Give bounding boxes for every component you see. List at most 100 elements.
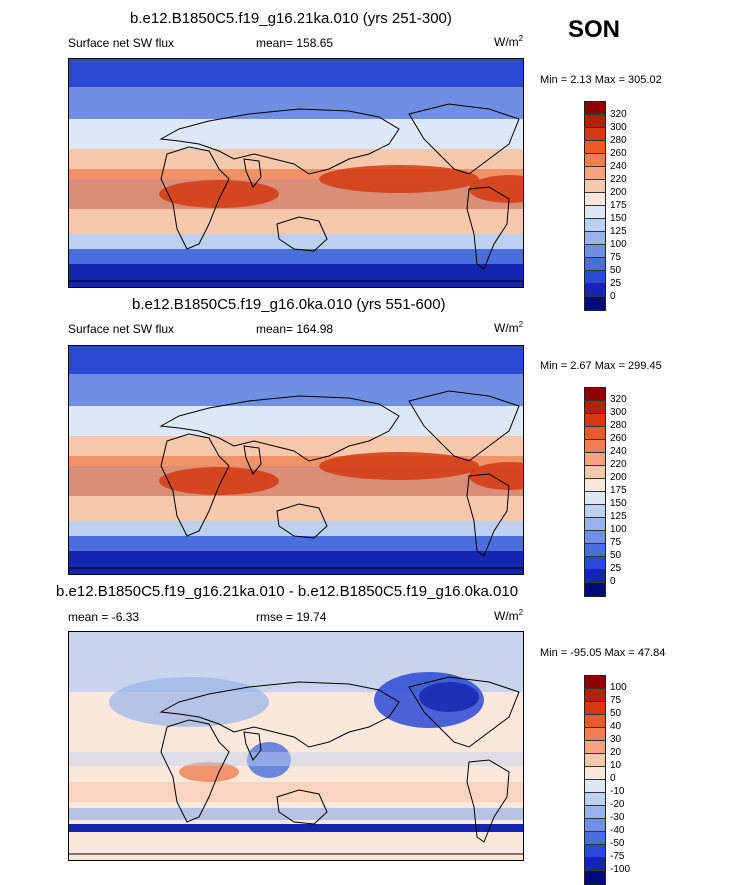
colorbar-tick-label: 40 [610, 721, 622, 732]
coastline [159, 108, 400, 175]
panel-2-colorbar [584, 387, 606, 597]
season-label: SON [568, 16, 621, 43]
map-field-atlantic-max [469, 462, 523, 490]
colorbar-swatch [585, 440, 605, 453]
colorbar-swatch [585, 102, 605, 115]
colorbar-swatch [585, 845, 605, 858]
panel-2-variable-label: Surface net SW flux [68, 322, 175, 336]
colorbar-swatch [585, 284, 605, 297]
panel-3-units: W/m2 [494, 608, 523, 623]
map-field-pacific-max [319, 452, 479, 480]
colorbar-tick-label: 200 [610, 187, 627, 198]
colorbar-swatch [585, 401, 605, 414]
colorbar-tick-label: -50 [610, 838, 625, 849]
panel-3-colorbar-ticks: 100 75 50 40 30 20 10 0 -10 -20 -30 -40 -50 -75 -100 [610, 681, 630, 876]
panel-2-minmax: Min = 2.67 Max = 299.45 [540, 360, 662, 372]
colorbar-tick-label: -10 [610, 786, 625, 797]
panel-2-map [68, 345, 524, 575]
colorbar-swatch [585, 180, 605, 193]
colorbar-tick-label: 125 [610, 511, 627, 522]
colorbar-tick-label: 220 [610, 459, 627, 470]
colorbar-tick-label: 300 [610, 407, 627, 418]
colorbar-swatch [585, 780, 605, 793]
colorbar-tick-label: 25 [610, 278, 622, 289]
map-band-arctic [69, 346, 523, 374]
colorbar-tick-label: 220 [610, 174, 627, 185]
panel-3-title: b.e12.B1850C5.f19_g16.21ka.010 - b.e12.B… [56, 583, 519, 600]
colorbar-tick-label: 280 [610, 420, 627, 431]
coastline [243, 731, 262, 761]
panel-3-map [68, 631, 524, 861]
colorbar-swatch [585, 741, 605, 754]
panel-1-map-svg [69, 59, 523, 287]
colorbar-tick-label: 150 [610, 498, 627, 509]
colorbar-tick-label: 175 [610, 485, 627, 496]
map-band-mid-north [69, 119, 523, 149]
colorbar-swatch [585, 570, 605, 583]
colorbar-swatch [585, 715, 605, 728]
panel-2-mean: mean= 164.98 [256, 322, 334, 336]
coastline [466, 473, 510, 557]
colorbar-swatch [585, 297, 605, 310]
panel-3-minmax: Min = -95.05 Max = 47.84 [540, 647, 666, 659]
map-field-indian-ocean [179, 762, 239, 782]
panel-2-colorbar-ticks: 320 300 280 260 240 220 200 175 150 125 100 75 50 25 0 [610, 393, 627, 588]
coastline [276, 216, 328, 252]
coastline [276, 789, 328, 825]
map-band-northern [69, 87, 523, 119]
coastline [466, 186, 510, 270]
colorbar-swatch [585, 557, 605, 570]
colorbar-tick-label: 75 [610, 695, 622, 706]
colorbar-swatch [585, 544, 605, 557]
colorbar-tick-label: 75 [610, 537, 622, 548]
panel-1-variable-label: Surface net SW flux [68, 36, 175, 50]
map-band-northern [69, 374, 523, 406]
panel-2-units-base: W/m [494, 321, 519, 335]
colorbar-swatch [585, 219, 605, 232]
coastline [276, 503, 328, 539]
colorbar-tick-label: 20 [610, 747, 622, 758]
colorbar-tick-label: -40 [610, 825, 625, 836]
colorbar-swatch [585, 453, 605, 466]
colorbar-swatch [585, 702, 605, 715]
colorbar-swatch [585, 206, 605, 219]
colorbar-tick-label: 0 [610, 576, 616, 587]
colorbar-tick-label: 10 [610, 760, 622, 771]
colorbar-swatch [585, 232, 605, 245]
coastline [408, 390, 520, 462]
panel-1-units-base: W/m [494, 35, 519, 49]
panel-2-title: b.e12.B1850C5.f19_g16.0ka.010 (yrs 551-6… [132, 296, 446, 313]
colorbar-swatch [585, 819, 605, 832]
panel-3-units-exp: 2 [518, 608, 524, 617]
colorbar-tick-label: 50 [610, 708, 622, 719]
colorbar-swatch [585, 388, 605, 401]
coastline [160, 146, 230, 250]
map-band-subtropics-south [69, 209, 523, 234]
colorbar-swatch [585, 518, 605, 531]
panel-3-map-svg [69, 632, 523, 860]
map-band-antarctic [69, 551, 523, 574]
coastline [466, 759, 510, 843]
colorbar-tick-label: 320 [610, 394, 627, 405]
colorbar-tick-label: 150 [610, 213, 627, 224]
map-field-maritime [247, 742, 291, 778]
colorbar-swatch [585, 505, 605, 518]
panel-1-title: b.e12.B1850C5.f19_g16.21ka.010 (yrs 251-… [130, 10, 452, 27]
colorbar-swatch [585, 858, 605, 871]
coastline [243, 158, 262, 188]
map-band-subtropics-south [69, 496, 523, 521]
map-field-eurasia [109, 677, 269, 727]
colorbar-tick-label: 100 [610, 682, 627, 693]
map-band-antarctic [69, 832, 523, 860]
colorbar-tick-label: 280 [610, 135, 627, 146]
coastline [159, 395, 400, 462]
map-band-south-mid [69, 521, 523, 536]
coastline [243, 445, 262, 475]
panel-3-rmse: rmse = 19.74 [256, 610, 327, 624]
colorbar-tick-label: 100 [610, 524, 627, 535]
colorbar-tick-label: 240 [610, 446, 627, 457]
colorbar-tick-label: -20 [610, 799, 625, 810]
colorbar-tick-label: 0 [610, 291, 616, 302]
colorbar-swatch [585, 479, 605, 492]
coastline [408, 676, 520, 748]
